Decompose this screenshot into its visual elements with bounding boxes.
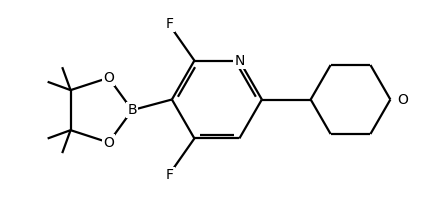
Text: O: O: [397, 93, 408, 106]
Text: B: B: [127, 103, 137, 117]
Text: O: O: [103, 71, 114, 85]
Text: F: F: [166, 17, 174, 31]
Text: F: F: [166, 168, 174, 182]
Text: N: N: [234, 54, 244, 67]
Text: O: O: [103, 136, 114, 149]
